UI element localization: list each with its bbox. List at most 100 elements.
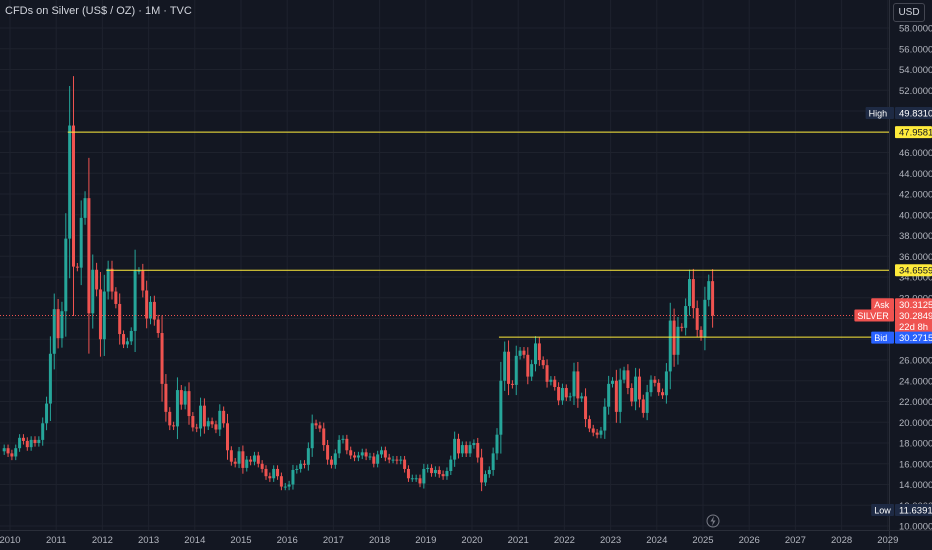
candle [480, 448, 484, 492]
lightning-icon-bolt [710, 516, 716, 526]
candle-body [276, 468, 280, 477]
candle-body [380, 450, 383, 455]
candle-body [329, 459, 333, 465]
candle-body [141, 270, 145, 291]
candle-body [437, 469, 441, 475]
candle-body [333, 453, 337, 465]
low-value-badge-text: 11.6391 [899, 506, 932, 517]
candle [560, 383, 564, 405]
time-axis[interactable]: 2010 2011 2012 2013 2014 2015 2016 2017 2018 2019… [0, 535, 898, 546]
candle-body [576, 371, 580, 399]
candle-body [661, 392, 665, 396]
candle [403, 455, 407, 473]
candle [68, 85, 72, 279]
candle [52, 293, 56, 370]
candle [372, 452, 376, 468]
price-tick-label: 54.0000 [899, 65, 932, 76]
candle [276, 465, 280, 480]
low-value-badge-bg [895, 504, 932, 516]
candle-body [587, 419, 591, 429]
candle [172, 421, 176, 431]
candle-body [641, 399, 645, 413]
candle-body [503, 351, 507, 381]
candle-body [218, 410, 222, 430]
candle-body [149, 301, 152, 319]
candle-body [133, 270, 137, 331]
candle-body [341, 438, 345, 440]
candle-body [403, 459, 407, 469]
candle [295, 465, 299, 474]
candle-body [83, 198, 87, 218]
candle-body [222, 410, 226, 424]
candle [599, 426, 603, 439]
candle-body [310, 423, 314, 449]
candle [264, 465, 268, 480]
candle-body [572, 371, 576, 397]
candle-body [95, 269, 99, 290]
candle [72, 76, 75, 317]
candle-body [356, 455, 360, 458]
candle [56, 298, 60, 349]
candle-body [657, 382, 661, 393]
candle [568, 392, 572, 401]
price-tick-label: 14.0000 [899, 480, 932, 491]
candle-body [376, 454, 380, 464]
time-tick-label: 2013 [138, 535, 159, 546]
candle-body [364, 452, 368, 457]
candle-body [106, 268, 110, 292]
candle [487, 466, 491, 478]
candle [676, 316, 680, 365]
candle-body [399, 459, 403, 461]
price-tick-label: 22.0000 [899, 397, 932, 408]
candle-body [611, 380, 614, 384]
candle [306, 442, 310, 471]
candle [657, 379, 661, 396]
lightning-icon-ring [706, 514, 720, 528]
candle-body [672, 320, 676, 355]
candle-body [37, 439, 41, 443]
candle-body [599, 430, 603, 435]
low-value-badge: 11.6391 [895, 504, 932, 517]
candle [175, 377, 179, 440]
price-tick-label: 38.0000 [899, 231, 932, 242]
candle-body [545, 365, 549, 382]
candle [457, 433, 460, 459]
candle-body [214, 424, 218, 430]
candle [160, 315, 164, 402]
time-tick-label: 2025 [692, 535, 713, 546]
candle-body [653, 379, 657, 383]
currency-button[interactable]: USD [893, 3, 925, 22]
candle [526, 347, 530, 385]
candle-body [553, 379, 557, 387]
candle [468, 441, 472, 458]
candle [191, 412, 195, 432]
candle-body [557, 386, 561, 401]
candle-body [414, 478, 418, 480]
candle-body [445, 471, 449, 477]
candle [707, 274, 711, 307]
high-value-badge-text: 49.8310 [899, 109, 932, 120]
candle [206, 417, 210, 431]
lightning-icon[interactable] [706, 514, 720, 528]
candle [414, 474, 418, 482]
candle [102, 274, 106, 356]
last-price-badge-bg [895, 309, 932, 322]
candle [603, 398, 607, 439]
price-tick-label: 10.0000 [899, 522, 932, 533]
candle [233, 458, 237, 468]
candle [345, 434, 349, 455]
candle-body [114, 291, 118, 304]
candle-body [645, 392, 649, 413]
candle [179, 385, 183, 410]
candle [106, 260, 110, 300]
bid-value-badge: 30.2715 [895, 331, 932, 344]
candle-body [303, 463, 306, 465]
candle [168, 407, 172, 431]
level-price-badge: 34.6559 [895, 264, 932, 277]
candle-body [122, 334, 126, 345]
candle [222, 406, 226, 428]
candle-body [64, 238, 68, 312]
high-tag-bg [865, 107, 894, 119]
grid [0, 0, 889, 530]
